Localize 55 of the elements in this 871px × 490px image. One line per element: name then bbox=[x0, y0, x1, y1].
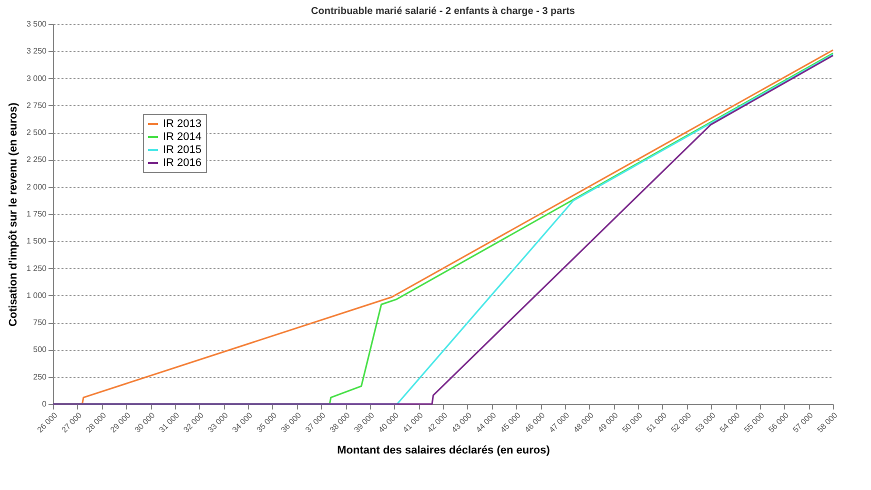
x-tick-label: 51 000 bbox=[644, 410, 669, 434]
x-tick-label: 45 000 bbox=[498, 410, 523, 434]
x-tick-label: 54 000 bbox=[718, 410, 742, 434]
y-tick-label: 0 bbox=[42, 400, 48, 408]
x-tick-label: 47 000 bbox=[547, 410, 572, 434]
x-tick-label: 27 000 bbox=[60, 410, 84, 434]
x-tick-label: 50 000 bbox=[620, 410, 645, 434]
x-tick-label: 46 000 bbox=[522, 410, 548, 434]
x-tick-label: 34 000 bbox=[230, 410, 255, 434]
y-tick-label: 2 250 bbox=[26, 155, 48, 164]
x-tick-label: 53 000 bbox=[694, 410, 718, 434]
y-tick-label: 1 500 bbox=[26, 236, 48, 246]
legend-label: IR 2015 bbox=[163, 144, 202, 156]
x-tick-label: 32 000 bbox=[182, 410, 206, 434]
y-tick-label: 3 000 bbox=[26, 74, 48, 83]
x-tick-label: 41 000 bbox=[401, 410, 426, 434]
y-tick-label: 1 750 bbox=[26, 210, 48, 218]
x-tick-label: 35 000 bbox=[254, 410, 279, 434]
y-tick-label: 1 250 bbox=[26, 264, 48, 273]
x-tick-label: 28 000 bbox=[84, 410, 108, 434]
legend-label: IR 2014 bbox=[163, 131, 202, 143]
x-tick-label: 49 000 bbox=[596, 410, 620, 434]
x-tick-label: 30 000 bbox=[132, 410, 158, 434]
y-tick-label: 2 750 bbox=[26, 100, 48, 110]
x-tick-label: 36 000 bbox=[279, 410, 304, 434]
y-tick-label: 2 500 bbox=[26, 128, 48, 138]
x-tick-label: 29 000 bbox=[108, 410, 133, 434]
y-tick-label: 3 500 bbox=[26, 20, 48, 28]
y-tick-label: 2 000 bbox=[26, 182, 48, 192]
y-tick-label: 500 bbox=[33, 345, 48, 354]
x-tick-label: 56 000 bbox=[766, 410, 791, 434]
chart-title: Contribuable marié salarié - 2 enfants à charge - 3 parts bbox=[311, 6, 576, 17]
x-tick-label: 31 000 bbox=[157, 410, 182, 434]
x-tick-label: 33 000 bbox=[206, 410, 230, 434]
x-tick-label: 48 000 bbox=[572, 410, 596, 434]
x-tick-label: 52 000 bbox=[669, 410, 694, 434]
legend-label: IR 2013 bbox=[163, 118, 202, 130]
x-tick-label: 55 000 bbox=[742, 410, 766, 434]
x-tick-label: 57 000 bbox=[791, 410, 816, 434]
x-tick-label: 42 000 bbox=[425, 410, 450, 434]
x-tick-label: 44 000 bbox=[474, 410, 498, 434]
x-tick-label: 26 000 bbox=[35, 410, 60, 434]
x-tick-label: 40 000 bbox=[376, 410, 401, 434]
x-axis-title: Montant des salaires déclarés (en euros) bbox=[337, 444, 550, 456]
y-tick-label: 750 bbox=[33, 318, 48, 328]
x-tick-label: 38 000 bbox=[328, 410, 352, 434]
y-tick-label: 1 000 bbox=[26, 290, 48, 300]
x-tick-label: 58 000 bbox=[815, 410, 840, 434]
x-tick-label: 43 000 bbox=[450, 410, 474, 434]
y-tick-label: 250 bbox=[33, 372, 48, 382]
x-tick-label: 37 000 bbox=[304, 410, 328, 434]
y-axis-title: Cotisation d'impôt sur le revenu (en euros) bbox=[7, 102, 20, 326]
x-tick-label: 39 000 bbox=[352, 410, 376, 434]
legend-label: IR 2016 bbox=[163, 157, 202, 169]
y-tick-label: 3 250 bbox=[26, 46, 48, 56]
